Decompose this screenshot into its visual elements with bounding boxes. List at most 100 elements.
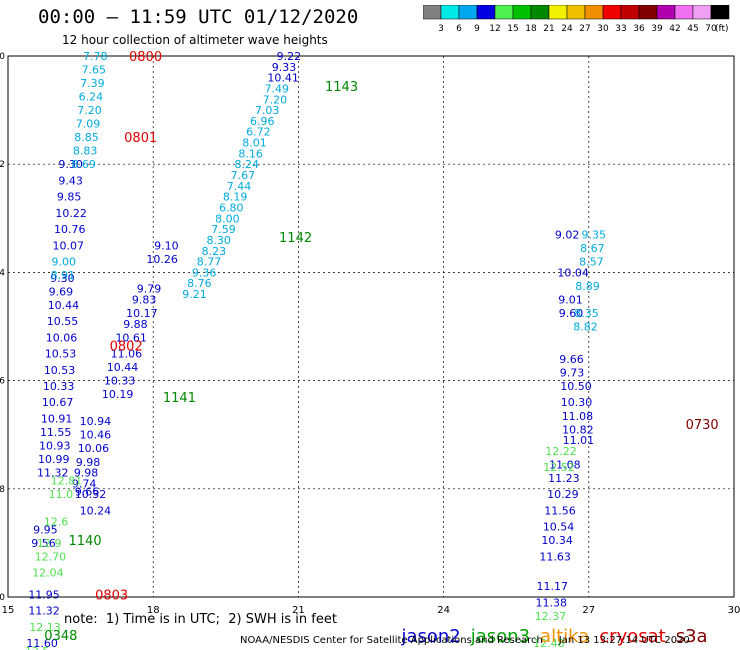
swh-value-label: 9.74 [72,477,97,490]
swh-value-label: 10.76 [54,223,85,236]
swh-value-label: 9.83 [132,293,157,306]
swh-value-label: 8.01 [242,137,266,150]
swh-value-label: 9.98 [76,456,101,469]
swh-value-label: 8.19 [223,191,248,204]
y-tick-label: -50 [0,593,5,603]
swh-value-label: 9.73 [560,366,585,379]
swh-value-label: 10.24 [80,504,112,517]
swh-value-label: 10.41 [267,72,299,85]
swh-value-label: 11.01 [563,434,595,447]
color-scale-legend: 3 6 9 12 15 18 21 24 27 30 33 36 39 42 45 70(ft) [423,5,730,34]
swh-value-label: 10.53 [45,348,76,361]
swh-value-label: 11.17 [537,580,569,593]
swh-value-label: 11.08 [549,458,581,471]
swh-value-label: 8.76 [187,277,212,290]
satellite-legend: jason2 jason3 altika cryosat s3a [390,605,718,647]
swh-value-label: 10.99 [38,453,69,466]
swh-value-label: 9.33 [272,61,297,74]
swh-value-label: 10.22 [55,207,87,220]
swh-value-label: 10.50 [560,380,592,393]
pass-time-label: 1143 [325,80,358,95]
scale-label: 15 [507,24,518,34]
swh-value-label: 8.69 [71,158,96,171]
swh-value-label: 9.98 [74,467,99,480]
pass-time-label: 0803 [95,588,128,603]
swh-value-label: 7.78 [83,50,108,63]
swh-value-label: 10.04 [557,266,589,279]
swh-value-label: 7.03 [255,104,280,117]
x-tick-label: 30 [728,605,740,616]
scale-label: 24 [561,24,573,34]
swh-value-label: 9.88 [123,318,148,331]
swh-value-label: 8.16 [238,147,263,160]
swh-value-label: 12.5 [25,645,50,650]
swh-value-label: 10.53 [44,364,76,377]
swh-value-label: 7.49 [265,82,290,95]
swh-value-label: 6.72 [246,126,270,139]
swh-value-label: 9.30 [50,272,75,285]
scale-label: 36 [633,24,645,34]
scale-label: 30 [597,24,609,34]
x-tick-label: 21 [292,605,305,616]
pass-time-label: 0800 [129,50,162,65]
legend-s3a: s3a [675,626,708,647]
swh-value-label: 8.00 [215,212,240,225]
swh-value-label: 12.70 [35,550,66,563]
swh-value-label: 11.98 [26,648,57,650]
scale-label: 33 [615,24,626,34]
scale-label: 39 [651,24,663,34]
swh-value-label: 8.83 [73,145,98,158]
x-tick-label: 18 [147,605,160,616]
legend-jason2: jason2 [401,626,461,647]
swh-value-label: 10.06 [46,331,78,344]
swh-value-label: 11.08 [562,410,594,423]
swh-value-label: 10.07 [53,239,85,252]
y-tick-label: -44 [0,268,5,278]
swh-value-label: 9.01 [558,293,583,306]
swh-value-label: 10.44 [107,361,138,374]
scale-swatch [710,5,730,20]
scale-label: 27 [579,24,590,34]
swh-value-label: 10.46 [80,429,112,442]
swh-value-label: 10.61 [115,331,147,344]
swh-value-label: 6.80 [219,201,244,214]
swh-value-label: 7.65 [82,64,107,77]
swh-value-label: 9.22 [277,50,302,63]
swh-value-label: 10.26 [146,253,178,266]
swh-value-label: 10.82 [562,423,594,436]
swh-value-label: 9.02 [555,229,580,242]
pass-time-label: 1140 [69,534,102,549]
swh-value-label: 9.66 [559,353,584,366]
scale-label: 9 [474,24,480,34]
swh-value-label: 9.30 [58,158,83,171]
swh-value-label: 8.57 [579,256,604,269]
swh-value-label: 11.06 [111,348,143,361]
scale-label: 18 [525,24,537,34]
scale-label: 12 [489,24,500,34]
swh-value-label: 10.29 [547,488,579,501]
swh-value-label: 10.94 [80,415,112,428]
swh-value-label: 7.67 [231,169,256,182]
swh-value-label: 12.37 [535,610,567,623]
swh-value-label: 8.82 [573,321,598,334]
swh-value-label: 7.39 [80,77,105,90]
swh-value-label: 8.89 [575,280,600,293]
swh-value-label: 12.81 [51,475,82,488]
chart-title: 00:00 – 11:59 UTC 01/12/2020 [38,6,359,28]
swh-value-label: 7.44 [227,180,252,193]
swh-value-label: 11.55 [40,426,72,439]
swh-value-label: 12.04 [32,567,64,580]
scale-label: 6 [456,24,462,34]
swh-value-label: 9.69 [49,285,74,298]
swh-value-label: 11.60 [26,637,57,650]
swh-value-label: 10.06 [78,442,110,455]
footer-credit: NOAA/NESDIS Center for Satellite Applica… [240,635,690,646]
swh-value-label: 10.55 [47,315,79,328]
swh-value-label: 7.20 [263,93,288,106]
swh-value-label: 10.17 [126,307,158,320]
pass-time-label: 0730 [686,418,719,433]
scale-label: 21 [543,24,554,34]
pass-time-label: 1142 [279,231,312,246]
y-tick-label: -46 [0,377,5,387]
